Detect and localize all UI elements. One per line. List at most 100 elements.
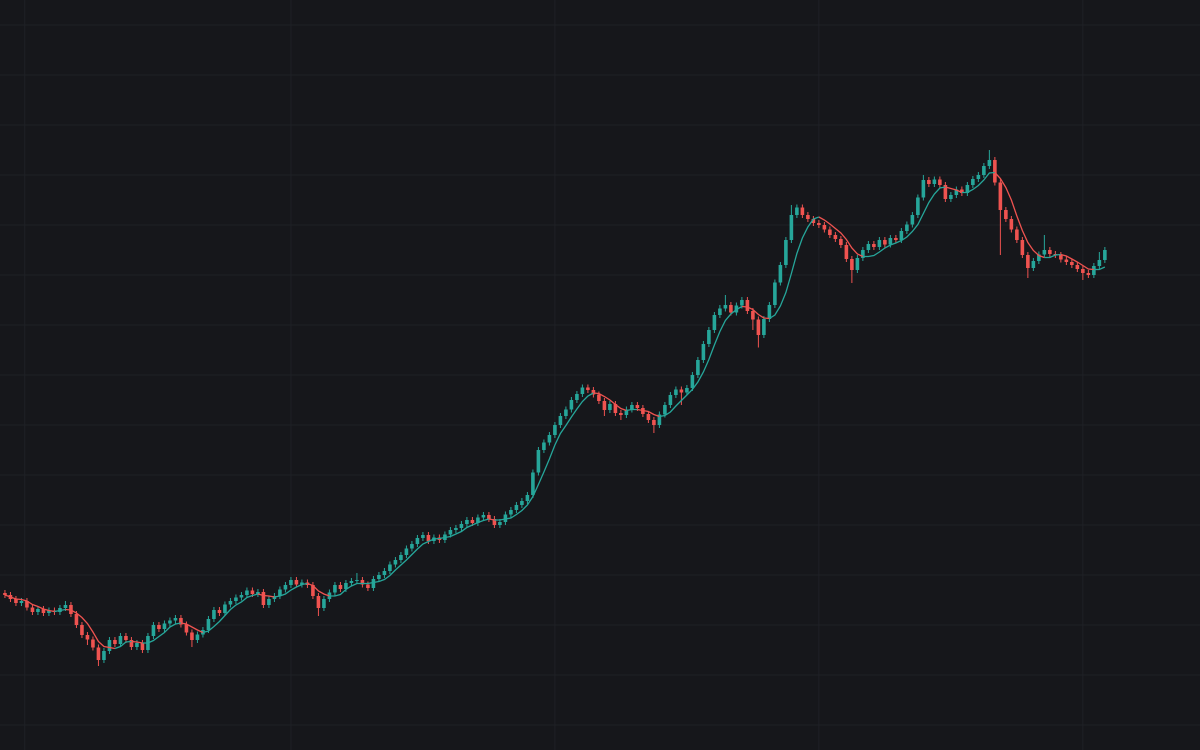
candle-body: [949, 195, 953, 199]
candle-body: [85, 635, 90, 640]
candle-body: [382, 571, 387, 575]
candle-body: [696, 360, 700, 375]
candle-body: [998, 182, 1003, 210]
candle-body: [657, 414, 662, 425]
candle-body: [564, 409, 568, 416]
candle-body: [960, 189, 964, 193]
candle-body: [1015, 229, 1019, 240]
candle-body: [591, 390, 596, 395]
candle-body: [272, 596, 277, 599]
candle-body: [19, 601, 24, 603]
candle-body: [1009, 219, 1014, 230]
candle-body: [971, 179, 975, 185]
candle-body: [256, 592, 260, 594]
candle-body: [190, 632, 194, 640]
candle-body: [707, 330, 711, 344]
candle-body: [668, 395, 673, 405]
candle-body: [822, 225, 827, 230]
candle-body: [844, 245, 849, 259]
candle-body: [333, 585, 337, 593]
candle-body: [371, 579, 376, 588]
candle-body: [300, 582, 304, 585]
candle-body: [850, 259, 854, 270]
candle-body: [498, 522, 502, 525]
candle-body: [311, 585, 315, 596]
candle-body: [344, 583, 348, 589]
candle-body: [124, 636, 128, 640]
candle-body: [1081, 269, 1085, 273]
candle-body: [399, 555, 403, 560]
candle-body: [613, 404, 618, 413]
candle-body: [250, 590, 255, 594]
candle-body: [811, 219, 816, 223]
candle-body: [514, 505, 519, 510]
moving-average: [142, 622, 182, 644]
candle-body: [151, 625, 156, 636]
candle-body: [465, 520, 469, 524]
candle-body: [421, 535, 425, 538]
candle-body: [954, 189, 959, 195]
candle-body: [910, 215, 915, 225]
candle-body: [366, 584, 370, 588]
moving-average: [329, 518, 490, 597]
candle-body: [338, 585, 343, 589]
candle-body: [47, 610, 51, 613]
candle-body: [866, 244, 871, 250]
candle-body: [349, 581, 354, 583]
candle-body: [905, 224, 909, 231]
candle-body: [536, 450, 541, 473]
candle-body: [690, 375, 695, 388]
moving-average: [769, 216, 820, 320]
candle-body: [1004, 210, 1008, 219]
moving-average: [626, 408, 638, 412]
candle-body: [745, 300, 750, 311]
candle-body: [899, 231, 904, 240]
moving-average: [257, 593, 275, 598]
candle-body: [107, 640, 112, 651]
candle-body: [756, 319, 761, 335]
candle-body: [261, 592, 266, 605]
candle-body: [355, 580, 359, 581]
candle-body: [619, 413, 623, 415]
candle-body: [916, 197, 920, 215]
candle-body: [877, 240, 882, 247]
candle-body: [784, 240, 788, 265]
candle-body: [547, 435, 552, 443]
candle-body: [135, 643, 139, 647]
candle-body: [509, 510, 513, 515]
candle-body: [553, 425, 557, 435]
candle-body: [608, 404, 612, 410]
candle-body: [921, 180, 926, 198]
candle-body: [525, 495, 530, 501]
moving-average: [274, 582, 308, 598]
candle-body: [1031, 261, 1036, 268]
candle-body: [217, 610, 222, 613]
candle-body: [927, 180, 931, 184]
moving-average: [741, 305, 770, 320]
candle-body: [118, 636, 123, 644]
candle-body: [1064, 259, 1069, 262]
candle-body: [1097, 260, 1102, 266]
candle-body: [1086, 273, 1091, 275]
candle-body: [723, 305, 728, 309]
candle-body: [481, 515, 486, 518]
candle-body: [1103, 250, 1107, 260]
candle-body: [179, 618, 183, 625]
candle-body: [740, 300, 744, 306]
candle-body: [41, 609, 46, 613]
candle-body: [767, 305, 772, 319]
candle-body: [751, 311, 755, 320]
candle-body: [833, 235, 838, 239]
candle-body: [157, 625, 161, 629]
candle-body: [817, 223, 821, 225]
candle-body: [531, 472, 535, 495]
candle-body: [36, 609, 40, 612]
candle-body: [426, 535, 431, 541]
candle-body: [173, 618, 178, 621]
moving-average: [180, 622, 204, 634]
candle-body: [492, 519, 497, 525]
candle-body: [839, 239, 843, 245]
candle-body: [14, 599, 18, 603]
